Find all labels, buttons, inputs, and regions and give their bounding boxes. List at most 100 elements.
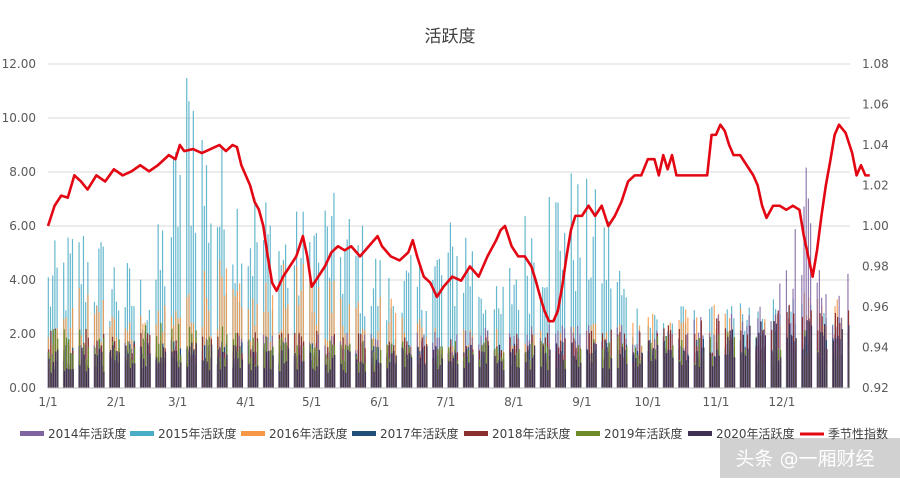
y-right-tick-label: 1.00 (862, 219, 889, 233)
bar (683, 350, 685, 388)
bar (349, 351, 351, 388)
bar (531, 357, 534, 388)
legend-label: 2017年活跃度 (380, 426, 459, 441)
bar (826, 349, 828, 388)
bar (103, 371, 105, 388)
bar (329, 280, 331, 388)
bar (804, 336, 806, 388)
bar (270, 369, 272, 388)
bar (281, 350, 283, 388)
bar (278, 251, 280, 388)
bar (668, 350, 670, 388)
bar (312, 368, 314, 388)
bar (232, 289, 234, 388)
bar (712, 366, 714, 388)
bar (731, 329, 734, 388)
bar (807, 198, 810, 388)
bar (326, 226, 328, 388)
bar (755, 338, 758, 388)
bar (727, 336, 729, 388)
legend-swatch (464, 431, 488, 436)
bar (192, 110, 194, 389)
bar (603, 227, 605, 388)
bar (224, 366, 226, 388)
bar (357, 333, 360, 388)
bar (324, 210, 326, 388)
bar (744, 355, 747, 388)
bar (313, 235, 315, 388)
bar (835, 338, 837, 388)
bar (116, 351, 118, 388)
bar (355, 307, 357, 388)
bar (206, 361, 208, 388)
bar (560, 351, 562, 388)
bar (839, 339, 841, 388)
bar (779, 283, 781, 388)
bar (173, 350, 175, 388)
bar (608, 221, 610, 388)
y-left-tick-label: 0.00 (9, 381, 36, 395)
bar (424, 364, 426, 388)
y-left-tick-label: 2.00 (9, 327, 36, 341)
bar (791, 336, 793, 388)
bar (619, 354, 621, 388)
bar (342, 370, 345, 388)
bar (780, 357, 782, 388)
bar (85, 328, 87, 388)
bar (344, 250, 346, 388)
bar (344, 344, 347, 388)
bar (437, 349, 439, 388)
bar (160, 323, 162, 388)
bar (114, 360, 116, 388)
watermark-group: 头条 @一厢财经 (720, 438, 900, 478)
bar (681, 365, 683, 388)
bar (145, 366, 147, 388)
bar (216, 227, 219, 388)
bar (171, 351, 173, 388)
bar (524, 216, 526, 388)
bar (701, 347, 703, 388)
bar (237, 358, 239, 388)
bar (272, 355, 274, 388)
bar (225, 268, 228, 388)
bar (577, 184, 579, 388)
bar (248, 339, 250, 388)
bar (98, 348, 101, 388)
bar (370, 334, 372, 388)
bar (140, 346, 142, 388)
y-left-tick-label: 6.00 (9, 219, 36, 233)
y-right-tick-label: 0.92 (862, 381, 889, 395)
bar (718, 355, 720, 388)
bar (191, 342, 193, 388)
bar (439, 364, 441, 388)
bar (579, 257, 581, 388)
bar (419, 357, 421, 388)
bar (441, 275, 443, 388)
legend-swatch (20, 431, 44, 436)
bar (637, 366, 639, 388)
bar (118, 352, 120, 388)
bar (386, 368, 389, 388)
bar (109, 349, 112, 388)
bar (390, 298, 392, 388)
bar (465, 237, 467, 388)
chart-title: 活跃度 (425, 27, 476, 47)
bar (56, 267, 58, 388)
bar (406, 354, 408, 388)
bar (316, 366, 318, 388)
bar (303, 361, 305, 388)
bar (177, 226, 179, 388)
bar (345, 372, 347, 388)
bar (534, 345, 536, 388)
bar (478, 296, 480, 388)
bar (226, 354, 228, 388)
bar (764, 335, 766, 388)
bar (395, 355, 397, 388)
bar (157, 224, 159, 388)
bar (471, 251, 473, 388)
bar (149, 353, 151, 388)
bar (672, 357, 674, 388)
bar (540, 341, 542, 388)
bar (131, 363, 134, 388)
